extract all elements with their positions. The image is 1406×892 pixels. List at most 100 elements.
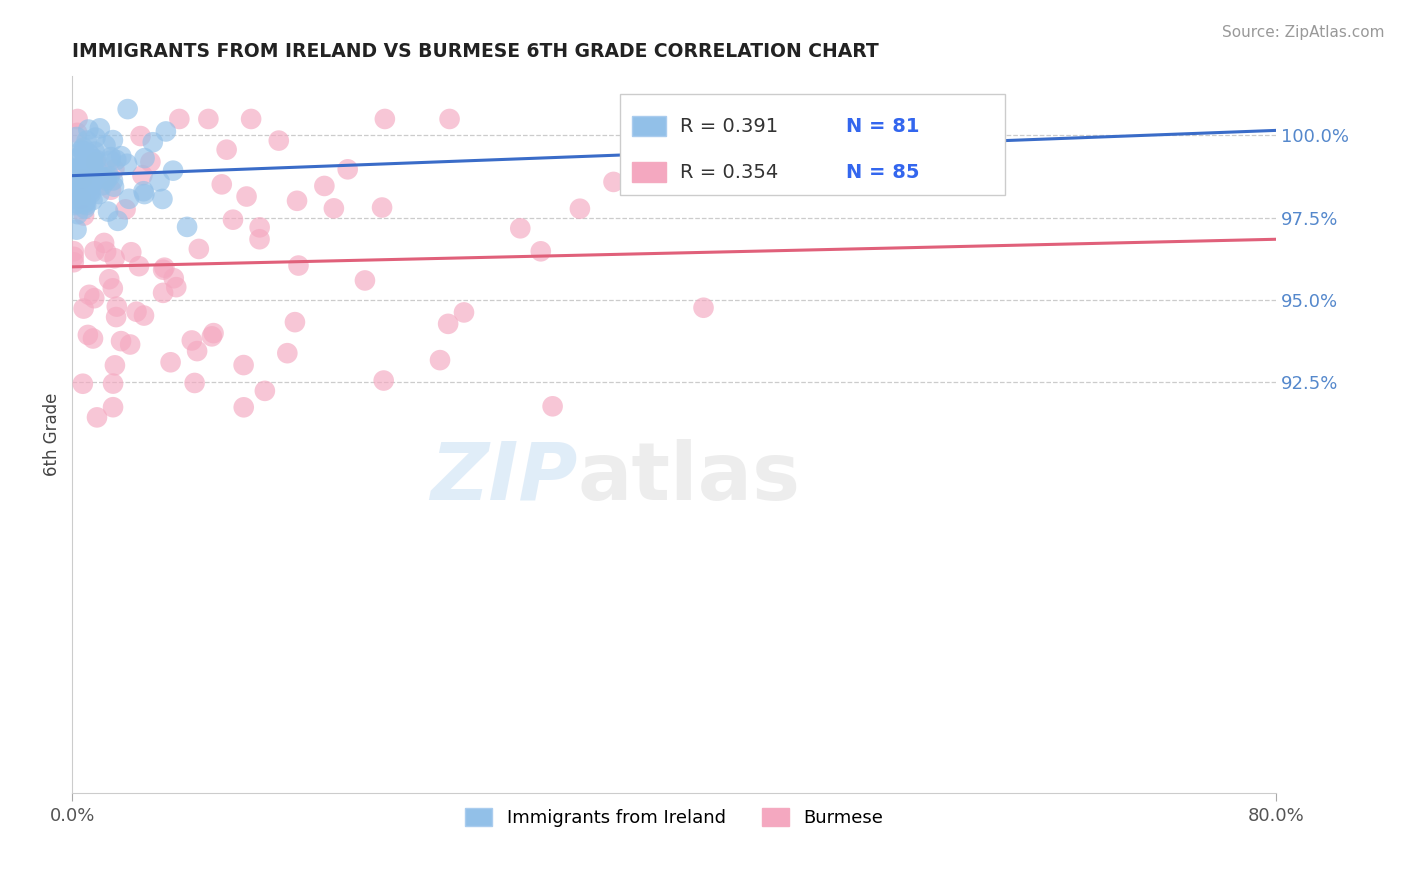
- Point: [72, 301, 94, 316]
- Point: [602, 175, 624, 189]
- Point: [86, 410, 108, 425]
- Point: [439, 112, 461, 126]
- Text: N = 85: N = 85: [846, 163, 920, 182]
- Point: [114, 202, 136, 217]
- Point: [107, 214, 129, 228]
- Point: [63, 192, 86, 206]
- Point: [72, 158, 94, 172]
- Point: [267, 134, 290, 148]
- Point: [63, 170, 86, 185]
- Point: [75, 194, 97, 209]
- Text: R = 0.354: R = 0.354: [681, 163, 779, 182]
- Point: [80, 149, 103, 163]
- Point: [65, 130, 87, 145]
- Point: [77, 327, 100, 342]
- Point: [222, 212, 245, 227]
- Point: [84, 153, 107, 167]
- Point: [336, 162, 359, 177]
- Point: [186, 344, 208, 359]
- Point: [169, 112, 191, 126]
- Point: [374, 112, 396, 126]
- Point: [129, 129, 152, 144]
- Point: [69, 189, 91, 203]
- Point: [155, 124, 177, 138]
- Point: [63, 198, 86, 212]
- Point: [163, 271, 186, 285]
- Point: [287, 259, 309, 273]
- Point: [66, 196, 89, 211]
- Point: [240, 112, 263, 126]
- Point: [72, 376, 94, 391]
- Point: [235, 189, 257, 203]
- Point: [153, 260, 176, 275]
- Point: [93, 171, 115, 186]
- Point: [541, 399, 564, 413]
- Point: [84, 154, 107, 169]
- Point: [93, 235, 115, 250]
- Point: [201, 329, 224, 343]
- Point: [82, 152, 104, 166]
- FancyBboxPatch shape: [620, 95, 1005, 194]
- Y-axis label: 6th Grade: 6th Grade: [44, 393, 60, 476]
- Point: [437, 317, 460, 331]
- Point: [77, 122, 100, 136]
- Point: [79, 161, 101, 176]
- Point: [152, 192, 174, 206]
- Point: [80, 157, 103, 171]
- Point: [80, 174, 103, 188]
- Point: [284, 315, 307, 329]
- Point: [530, 244, 553, 259]
- Point: [66, 112, 89, 126]
- Point: [67, 151, 90, 165]
- Point: [82, 158, 104, 172]
- Point: [176, 219, 198, 234]
- Point: [84, 130, 107, 145]
- Point: [314, 178, 336, 193]
- Point: [120, 245, 142, 260]
- Point: [87, 165, 110, 179]
- Point: [63, 161, 86, 175]
- Point: [152, 262, 174, 277]
- Point: [72, 144, 94, 158]
- Point: [70, 192, 93, 206]
- Point: [115, 157, 138, 171]
- Point: [101, 173, 124, 187]
- Point: [69, 149, 91, 163]
- Point: [80, 186, 103, 201]
- Point: [134, 187, 156, 202]
- Text: IMMIGRANTS FROM IRELAND VS BURMESE 6TH GRADE CORRELATION CHART: IMMIGRANTS FROM IRELAND VS BURMESE 6TH G…: [72, 42, 879, 61]
- Text: ZIP: ZIP: [430, 439, 578, 516]
- Point: [82, 176, 104, 190]
- Point: [96, 173, 118, 187]
- Point: [62, 255, 84, 269]
- Point: [101, 281, 124, 295]
- Point: [132, 184, 155, 198]
- Point: [187, 242, 209, 256]
- Point: [105, 153, 128, 167]
- Point: [371, 201, 394, 215]
- Point: [63, 161, 86, 176]
- Point: [125, 304, 148, 318]
- Point: [118, 192, 141, 206]
- Point: [98, 169, 121, 184]
- Point: [66, 207, 89, 221]
- Point: [101, 401, 124, 415]
- Text: R = 0.391: R = 0.391: [681, 117, 779, 136]
- Point: [148, 174, 170, 188]
- Point: [66, 126, 89, 140]
- Point: [131, 168, 153, 182]
- Point: [692, 301, 714, 315]
- Point: [97, 204, 120, 219]
- Point: [373, 374, 395, 388]
- Point: [89, 187, 111, 202]
- Point: [142, 135, 165, 149]
- FancyBboxPatch shape: [631, 116, 665, 136]
- Point: [72, 172, 94, 186]
- Point: [322, 202, 344, 216]
- Point: [62, 162, 84, 177]
- Point: [100, 150, 122, 164]
- Point: [98, 272, 121, 286]
- Point: [183, 376, 205, 390]
- Point: [202, 326, 225, 340]
- Point: [82, 194, 104, 208]
